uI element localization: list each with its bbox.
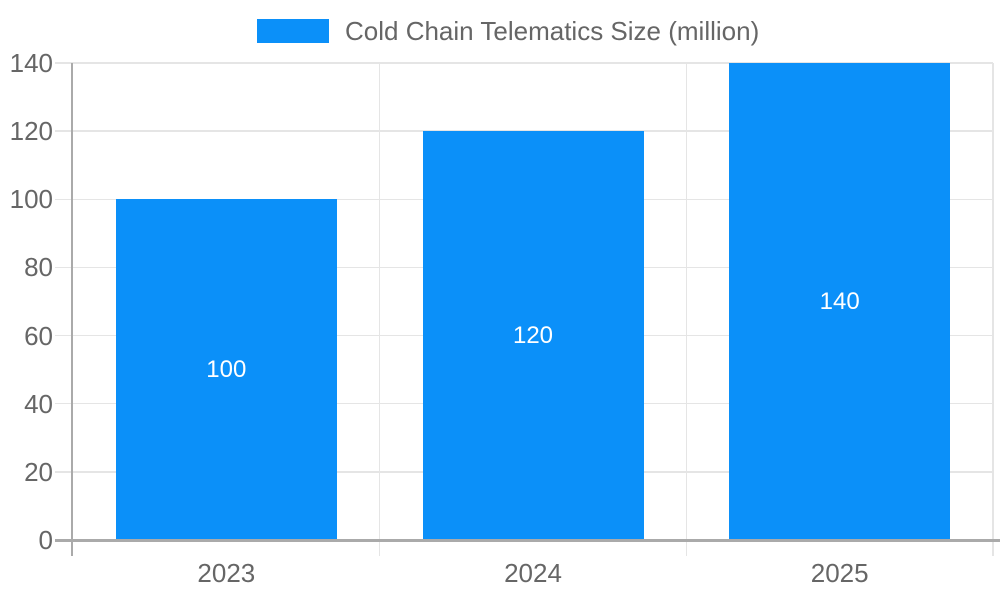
y-axis-tick: [55, 130, 73, 132]
x-axis-tick-label: 2025: [810, 558, 869, 588]
y-axis-tick: [55, 471, 73, 473]
bar-value-label: 140: [819, 287, 860, 315]
gridline-horizontal: [73, 130, 993, 132]
y-axis-tick-label: 120: [9, 116, 53, 147]
x-axis-tick-label: 2024: [504, 558, 562, 588]
bar-value-label: 120: [512, 321, 554, 349]
plot-area: 100 120 140: [73, 62, 993, 540]
gridline-vertical: [992, 63, 994, 556]
legend-swatch: [257, 19, 329, 43]
y-axis-tick-label: 100: [9, 184, 53, 215]
legend-series-label: Cold Chain Telematics Size (million): [345, 15, 760, 46]
y-axis-tick-label: 0: [38, 525, 53, 555]
legend[interactable]: Cold Chain Telematics Size (million): [257, 13, 759, 49]
gridline-horizontal: [73, 62, 993, 64]
x-axis-line: [55, 539, 1000, 542]
y-axis-tick: [55, 198, 73, 201]
x-axis-tick-label: 2023: [197, 558, 256, 588]
y-axis-tick: [55, 266, 73, 269]
bar-2024[interactable]: 120: [422, 131, 644, 540]
bar-2023[interactable]: 100: [115, 199, 337, 540]
y-axis-tick: [55, 334, 73, 337]
y-axis-tick: [55, 402, 73, 405]
gridline-vertical: [378, 63, 381, 556]
y-axis-tick: [55, 62, 73, 64]
y-axis-tick-label: 140: [9, 48, 53, 78]
y-axis-tick-label: 60: [24, 320, 53, 351]
gridline-vertical: [685, 63, 688, 556]
y-axis-tick-label: 80: [24, 252, 53, 283]
y-axis-line: [71, 63, 73, 556]
y-axis-tick-label: 40: [24, 388, 53, 419]
bar-value-label: 100: [206, 355, 247, 383]
bar-2025[interactable]: 140: [729, 63, 951, 540]
y-axis-tick-label: 20: [24, 456, 53, 487]
